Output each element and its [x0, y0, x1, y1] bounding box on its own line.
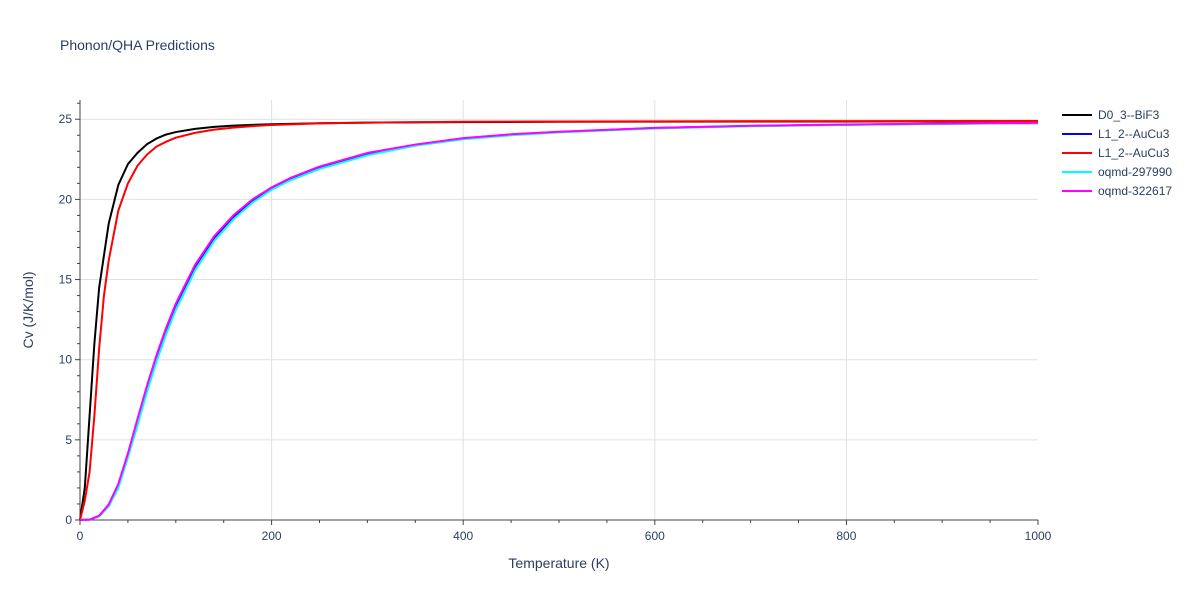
y-tick-label: 0 — [65, 513, 72, 527]
series-line — [79, 120, 1038, 521]
legend-label: oqmd-322617 — [1098, 184, 1172, 198]
x-tick-label: 0 — [77, 529, 84, 543]
legend-item[interactable]: oqmd-322617 — [1062, 184, 1172, 198]
legend-label: L1_2--AuCu3 — [1098, 127, 1170, 141]
legend-label: oqmd-297990 — [1098, 165, 1172, 179]
y-axis-ticks: 0 5 10 15 20 25 — [59, 102, 80, 527]
y-tick-label: 5 — [65, 433, 72, 447]
y-tick-label: 10 — [59, 353, 73, 367]
x-axis-title: Temperature (K) — [508, 555, 609, 571]
legend-item[interactable]: L1_2--AuCu3 — [1062, 146, 1170, 160]
zero-lines — [79, 100, 1038, 521]
y-tick-label: 20 — [59, 192, 73, 206]
x-tick-label: 800 — [836, 529, 856, 543]
series-line — [79, 120, 1038, 521]
x-tick-label: 600 — [645, 529, 665, 543]
y-axis-title: Cv (J/K/mol) — [20, 272, 36, 349]
legend-item[interactable]: D0_3--BiF3 — [1062, 108, 1160, 122]
legend-label: L1_2--AuCu3 — [1098, 146, 1170, 160]
grid-lines — [80, 100, 1038, 520]
x-axis-ticks: 0 200 400 600 800 1000 — [77, 520, 1052, 543]
chart-title: Phonon/QHA Predictions — [60, 37, 215, 53]
x-tick-label: 1000 — [1025, 529, 1052, 543]
legend-item[interactable]: L1_2--AuCu3 — [1062, 127, 1170, 141]
legend-label: D0_3--BiF3 — [1098, 108, 1160, 122]
y-tick-label: 15 — [59, 273, 73, 287]
series-line — [79, 121, 1039, 521]
series-line — [79, 122, 1039, 521]
y-tick-label: 25 — [59, 112, 73, 126]
series-line — [79, 122, 1039, 521]
series-layer — [79, 120, 1039, 521]
legend-item[interactable]: oqmd-297990 — [1062, 165, 1172, 179]
x-tick-label: 400 — [453, 529, 473, 543]
x-tick-label: 200 — [262, 529, 282, 543]
legend[interactable]: D0_3--BiF3 L1_2--AuCu3 L1_2--AuCu3 oqmd-297… — [1062, 108, 1172, 198]
